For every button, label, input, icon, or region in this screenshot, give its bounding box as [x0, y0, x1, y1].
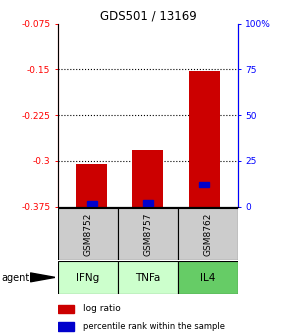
- Bar: [178, 208, 238, 260]
- Text: IL4: IL4: [200, 272, 215, 283]
- Bar: [143, 200, 153, 206]
- Bar: [118, 261, 178, 294]
- Bar: [178, 261, 238, 294]
- Text: percentile rank within the sample: percentile rank within the sample: [83, 322, 225, 331]
- Bar: [58, 323, 74, 331]
- Text: GSM8762: GSM8762: [203, 213, 212, 256]
- Bar: [58, 208, 118, 260]
- Text: log ratio: log ratio: [83, 304, 121, 313]
- Text: IFNg: IFNg: [76, 272, 99, 283]
- Bar: [58, 305, 74, 313]
- Bar: [58, 261, 118, 294]
- Bar: [118, 208, 178, 260]
- Bar: [188, 71, 220, 207]
- Bar: [199, 182, 209, 187]
- Text: agent: agent: [1, 273, 30, 283]
- Polygon shape: [30, 273, 55, 282]
- Text: TNFa: TNFa: [135, 272, 161, 283]
- Title: GDS501 / 13169: GDS501 / 13169: [99, 9, 196, 23]
- Text: GSM8752: GSM8752: [84, 213, 93, 256]
- Text: GSM8757: GSM8757: [143, 213, 153, 256]
- Bar: [87, 201, 97, 206]
- Bar: [76, 164, 107, 207]
- Bar: [133, 151, 163, 207]
